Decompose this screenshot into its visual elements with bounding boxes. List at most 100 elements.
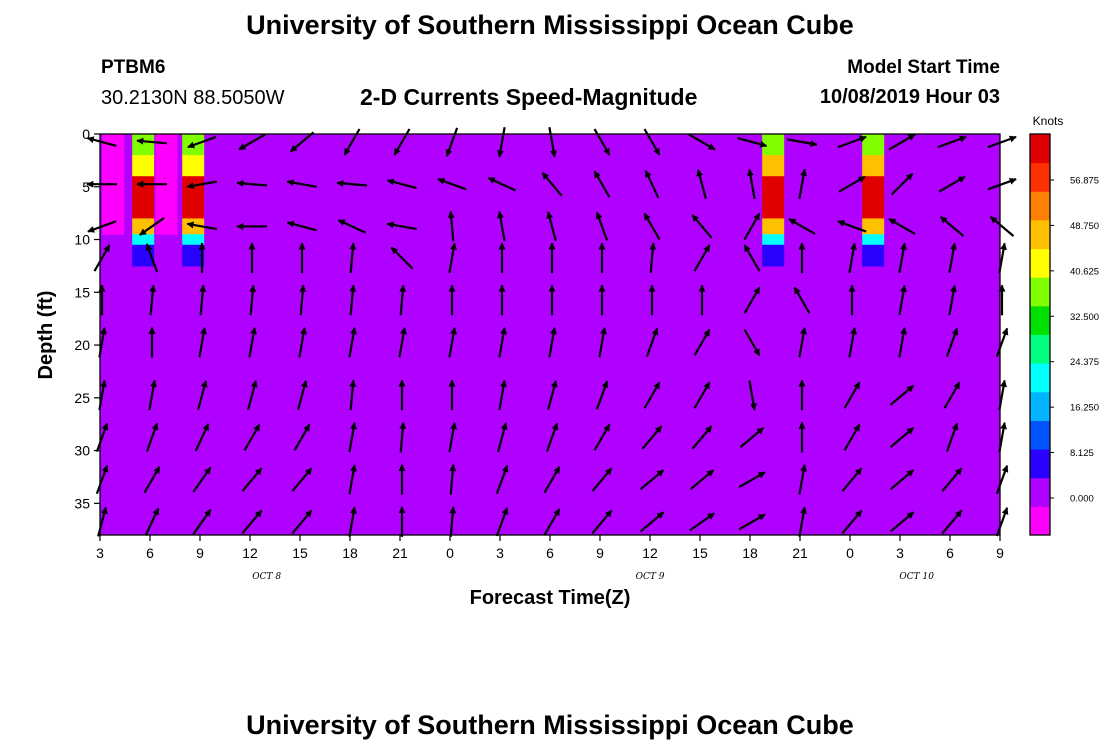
colorbar-label: 56.875 (1070, 176, 1099, 187)
current-vector (547, 380, 558, 411)
current-vector (497, 127, 506, 158)
speed-cell (102, 176, 125, 198)
colorbar-swatch (1030, 277, 1050, 307)
colorbar-frame (1029, 133, 1051, 536)
current-vector (495, 507, 509, 537)
page-title: University of Southern Mississippi Ocean… (246, 10, 854, 40)
current-vector (739, 426, 765, 448)
current-vector (798, 464, 807, 495)
current-vector (945, 422, 959, 452)
current-vector (743, 328, 761, 357)
speed-cell (132, 197, 155, 219)
current-vector (888, 217, 916, 235)
current-vector (186, 221, 217, 231)
current-vector (495, 464, 509, 495)
current-vector (336, 179, 368, 187)
current-vector (241, 467, 263, 492)
current-vector (543, 508, 561, 536)
current-vector (843, 381, 861, 409)
current-vector (548, 327, 557, 358)
current-vector (737, 137, 768, 148)
x-tick-label: 9 (996, 545, 1004, 561)
speed-cell (762, 218, 785, 235)
current-vector (546, 211, 557, 242)
current-vector (593, 170, 611, 198)
speed-cell (182, 255, 205, 267)
current-vector (449, 506, 457, 537)
colorbar-swatch (1030, 134, 1050, 164)
current-vector (337, 219, 367, 234)
x-tick-label: 15 (692, 545, 708, 561)
current-vector (848, 327, 857, 358)
footer-title: University of Southern Mississippi Ocean… (246, 710, 854, 740)
speed-cell (862, 197, 885, 219)
current-vector (641, 425, 663, 450)
current-vector (437, 177, 467, 191)
model-start-value: 10/08/2019 Hour 03 (819, 86, 1000, 108)
current-vector (487, 176, 517, 192)
x-tick-label: 9 (596, 545, 604, 561)
current-vector (497, 210, 506, 242)
x-tick-label: 0 (446, 545, 454, 561)
current-vector (645, 327, 659, 357)
colorbar-swatch (1030, 162, 1050, 192)
speed-cell (862, 155, 885, 177)
current-vector (298, 327, 307, 358)
current-vector (289, 131, 315, 153)
current-vector (248, 327, 257, 358)
speed-cell (102, 218, 125, 235)
speed-cell (155, 218, 178, 235)
current-vector (987, 135, 1017, 149)
current-vector (187, 135, 217, 149)
current-vector (639, 511, 665, 533)
current-vector (995, 507, 1009, 537)
current-vector (299, 284, 307, 316)
speed-cell (862, 255, 885, 267)
current-vector (743, 212, 761, 240)
colorbar-label: 24.375 (1070, 357, 1099, 368)
current-vector (399, 284, 407, 316)
x-tick-label: 21 (792, 545, 808, 561)
current-vector (386, 178, 417, 190)
speed-cell (132, 255, 155, 267)
speed-cell (132, 234, 155, 246)
colorbar-swatch (1030, 477, 1050, 507)
current-vector (837, 220, 867, 233)
model-start-label: Model Start Time (847, 57, 1000, 78)
current-vector (144, 507, 160, 536)
current-vector (788, 217, 816, 235)
colorbar-swatch (1030, 191, 1050, 221)
x-tick-label: 3 (496, 545, 504, 561)
x-tick-label: 9 (196, 545, 204, 561)
current-vector (545, 422, 559, 452)
current-vector (591, 509, 613, 535)
current-vector (693, 328, 711, 357)
current-vector (145, 422, 159, 452)
x-axis-label: Forecast Time(Z) (470, 587, 631, 609)
current-vector (598, 327, 607, 358)
current-vector (291, 509, 313, 535)
current-vector (889, 511, 915, 533)
colorbar-swatch (1030, 248, 1050, 278)
current-vector (689, 469, 715, 491)
current-vector (898, 327, 907, 358)
current-vector (393, 128, 411, 156)
current-vector (747, 168, 756, 200)
plot-background (100, 134, 1000, 535)
speed-cell (132, 134, 155, 156)
current-vector (939, 215, 965, 237)
y-tick-label: 20 (74, 337, 90, 353)
current-vector (348, 327, 357, 358)
y-tick-label: 25 (74, 390, 90, 406)
current-vector (693, 244, 711, 272)
speed-cell (132, 218, 155, 235)
current-vector (989, 215, 1015, 237)
current-vector (136, 137, 168, 145)
speed-cell (762, 155, 785, 177)
current-vector (898, 284, 907, 316)
colorbar-label: 32.500 (1070, 312, 1099, 323)
current-vector (87, 220, 117, 233)
current-vector (945, 327, 959, 357)
current-vector (941, 509, 963, 535)
speed-cell (762, 197, 785, 219)
